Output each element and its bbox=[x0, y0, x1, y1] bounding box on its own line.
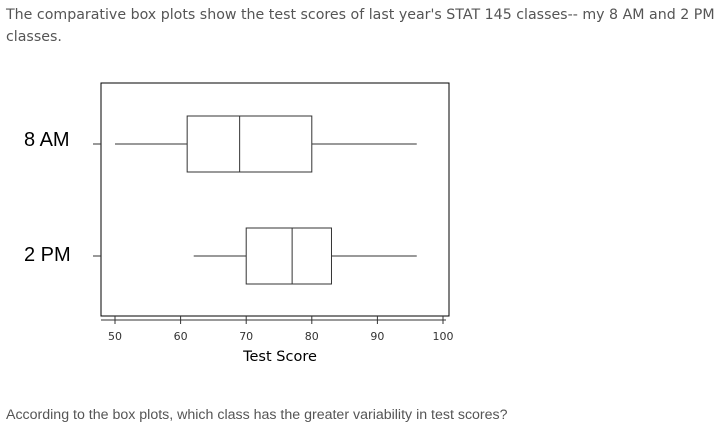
question-prompt: According to the box plots, which class … bbox=[6, 407, 508, 423]
x-tick-label: 80 bbox=[305, 330, 319, 343]
x-tick-label: 50 bbox=[108, 330, 122, 343]
x-tick-label: 60 bbox=[174, 330, 188, 343]
box-plot-2-pm: 2 PM bbox=[24, 227, 417, 285]
x-axis-ticks: 50 60 70 80 90 100 bbox=[108, 316, 454, 343]
category-label: 2 PM bbox=[24, 244, 71, 266]
question-intro: The comparative box plots show the test … bbox=[6, 7, 715, 45]
x-axis-title: Test Score bbox=[242, 349, 317, 365]
iqr-box bbox=[245, 227, 332, 285]
x-tick-label: 70 bbox=[239, 330, 253, 343]
box-plot-8-am: 8 AM bbox=[24, 115, 417, 173]
iqr-box bbox=[186, 115, 313, 173]
x-tick-label: 90 bbox=[370, 330, 384, 343]
x-tick-label: 100 bbox=[433, 330, 454, 343]
category-label: 8 AM bbox=[24, 129, 70, 151]
plot-frame bbox=[100, 82, 450, 317]
box-plots: 8 AM 2 PM bbox=[24, 115, 417, 285]
